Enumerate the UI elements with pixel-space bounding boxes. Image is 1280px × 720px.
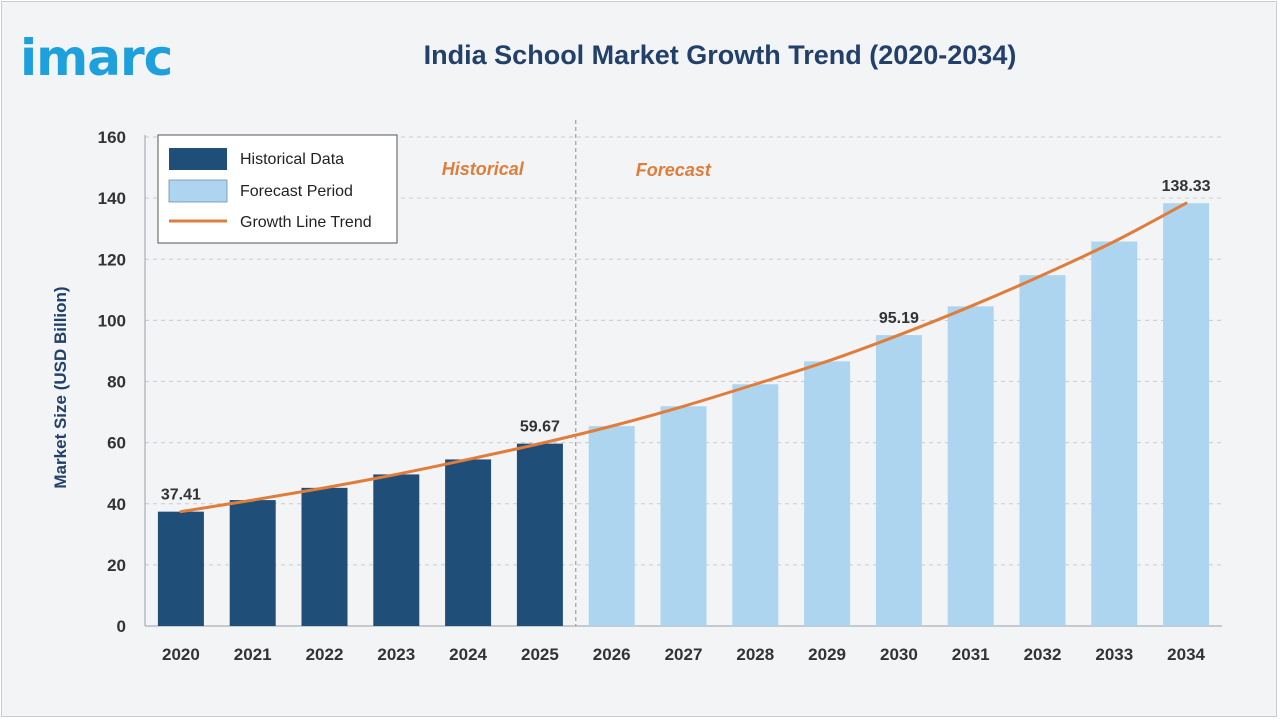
legend-label-historical: Historical Data bbox=[240, 151, 344, 168]
legend-swatch-forecast bbox=[168, 179, 228, 203]
bar-2022 bbox=[301, 487, 348, 626]
x-tick-label: 2033 bbox=[1095, 645, 1133, 664]
x-tick-label: 2031 bbox=[952, 645, 990, 664]
bar-2027 bbox=[660, 406, 707, 626]
bar-2020 bbox=[157, 511, 204, 626]
y-tick-label: 140 bbox=[98, 189, 126, 208]
x-tick-label: 2030 bbox=[880, 645, 918, 664]
bar-2034 bbox=[1163, 203, 1210, 626]
x-tick-label: 2020 bbox=[162, 645, 200, 664]
bar-2026 bbox=[588, 426, 635, 626]
legend-label-forecast: Forecast Period bbox=[240, 183, 353, 200]
x-tick-label: 2021 bbox=[234, 645, 272, 664]
y-tick-label: 20 bbox=[107, 556, 126, 575]
bar-2024 bbox=[445, 459, 492, 626]
x-tick-label: 2024 bbox=[449, 645, 487, 664]
bar-2023 bbox=[373, 474, 420, 626]
bar-2033 bbox=[1091, 241, 1138, 626]
y-tick-label: 120 bbox=[98, 250, 126, 269]
data-label: 138.33 bbox=[1162, 178, 1211, 195]
bar-2029 bbox=[804, 361, 851, 626]
x-tick-label: 2026 bbox=[593, 645, 631, 664]
x-tick-label: 2025 bbox=[521, 645, 559, 664]
x-tick-label: 2032 bbox=[1024, 645, 1062, 664]
x-tick-label: 2023 bbox=[377, 645, 415, 664]
y-tick-label: 80 bbox=[107, 373, 126, 392]
y-axis-label: Market Size (USD Billion) bbox=[51, 286, 70, 488]
x-tick-label: 2034 bbox=[1167, 645, 1205, 664]
y-tick-label: 0 bbox=[117, 617, 126, 636]
data-label: 37.41 bbox=[161, 487, 201, 504]
x-tick-label: 2022 bbox=[306, 645, 344, 664]
x-tick-label: 2027 bbox=[665, 645, 703, 664]
y-tick-label: 160 bbox=[98, 128, 126, 147]
x-tick-label: 2029 bbox=[808, 645, 846, 664]
imarc-logo: imarc bbox=[20, 29, 173, 87]
bar-2025 bbox=[516, 443, 563, 626]
historical-section-label: Historical bbox=[442, 159, 525, 179]
bar-2021 bbox=[229, 500, 276, 626]
y-tick-label: 60 bbox=[107, 434, 126, 453]
data-label: 59.67 bbox=[520, 419, 560, 436]
chart-title: India School Market Growth Trend (2020-2… bbox=[423, 40, 1017, 70]
y-tick-label: 100 bbox=[98, 311, 126, 330]
legend-swatch-historical bbox=[169, 148, 227, 170]
y-tick-label: 40 bbox=[107, 495, 126, 514]
bar-2028 bbox=[732, 384, 779, 626]
x-tick-label: 2028 bbox=[736, 645, 774, 664]
data-label: 95.19 bbox=[879, 310, 919, 327]
legend-label-trend: Growth Line Trend bbox=[240, 214, 372, 231]
bar-2030 bbox=[875, 335, 922, 626]
forecast-section-label: Forecast bbox=[636, 160, 712, 180]
growth-trend-line bbox=[179, 201, 1188, 514]
bar-2031 bbox=[947, 306, 994, 626]
bar-2032 bbox=[1019, 275, 1066, 626]
